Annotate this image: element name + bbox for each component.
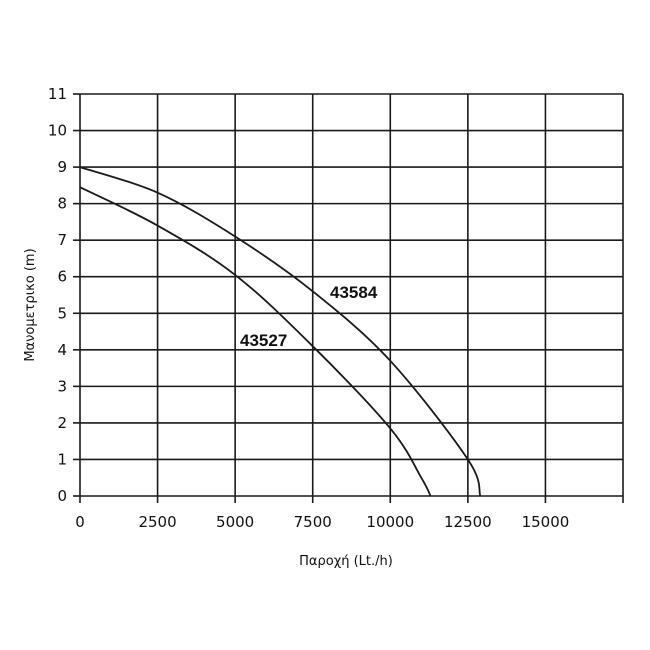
y-tick-label: 2	[57, 414, 67, 432]
x-tick-label: 10000	[366, 513, 414, 531]
curve-43527	[79, 186, 432, 497]
x-tick-label: 2500	[138, 513, 176, 531]
y-tick-label: 9	[57, 158, 67, 176]
x-tick-label: 12500	[444, 513, 492, 531]
x-tick-labels: 0 2500 5000 7500 10000 12500 15000	[75, 513, 569, 531]
y-axis-title: Μανομετρικο (m)	[23, 248, 38, 361]
y-tick-label: 11	[48, 85, 67, 103]
y-tick-label: 1	[57, 450, 67, 468]
series-label-43584: 43584	[330, 283, 378, 302]
performance-curves	[79, 166, 482, 497]
x-tick-label: 15000	[522, 513, 570, 531]
series-label-43527: 43527	[240, 331, 287, 350]
y-tick-labels: 0 1 2 3 4 5 6 7 8 9 10 11	[48, 85, 67, 505]
y-tick-label: 0	[57, 487, 67, 505]
y-tick-label: 6	[57, 268, 67, 286]
x-axis-title: Παροχή (Lt./h)	[299, 554, 393, 569]
x-tick-label: 5000	[216, 513, 254, 531]
x-tick-label: 7500	[294, 513, 332, 531]
y-tick-label: 7	[57, 231, 67, 249]
y-tick-label: 5	[57, 304, 67, 322]
x-tick-label: 0	[75, 513, 85, 531]
y-tick-label: 8	[57, 195, 67, 213]
curve-43584	[79, 166, 482, 497]
y-tick-label: 4	[57, 341, 67, 359]
y-tick-label: 3	[57, 377, 67, 395]
y-tick-label: 10	[48, 122, 67, 140]
